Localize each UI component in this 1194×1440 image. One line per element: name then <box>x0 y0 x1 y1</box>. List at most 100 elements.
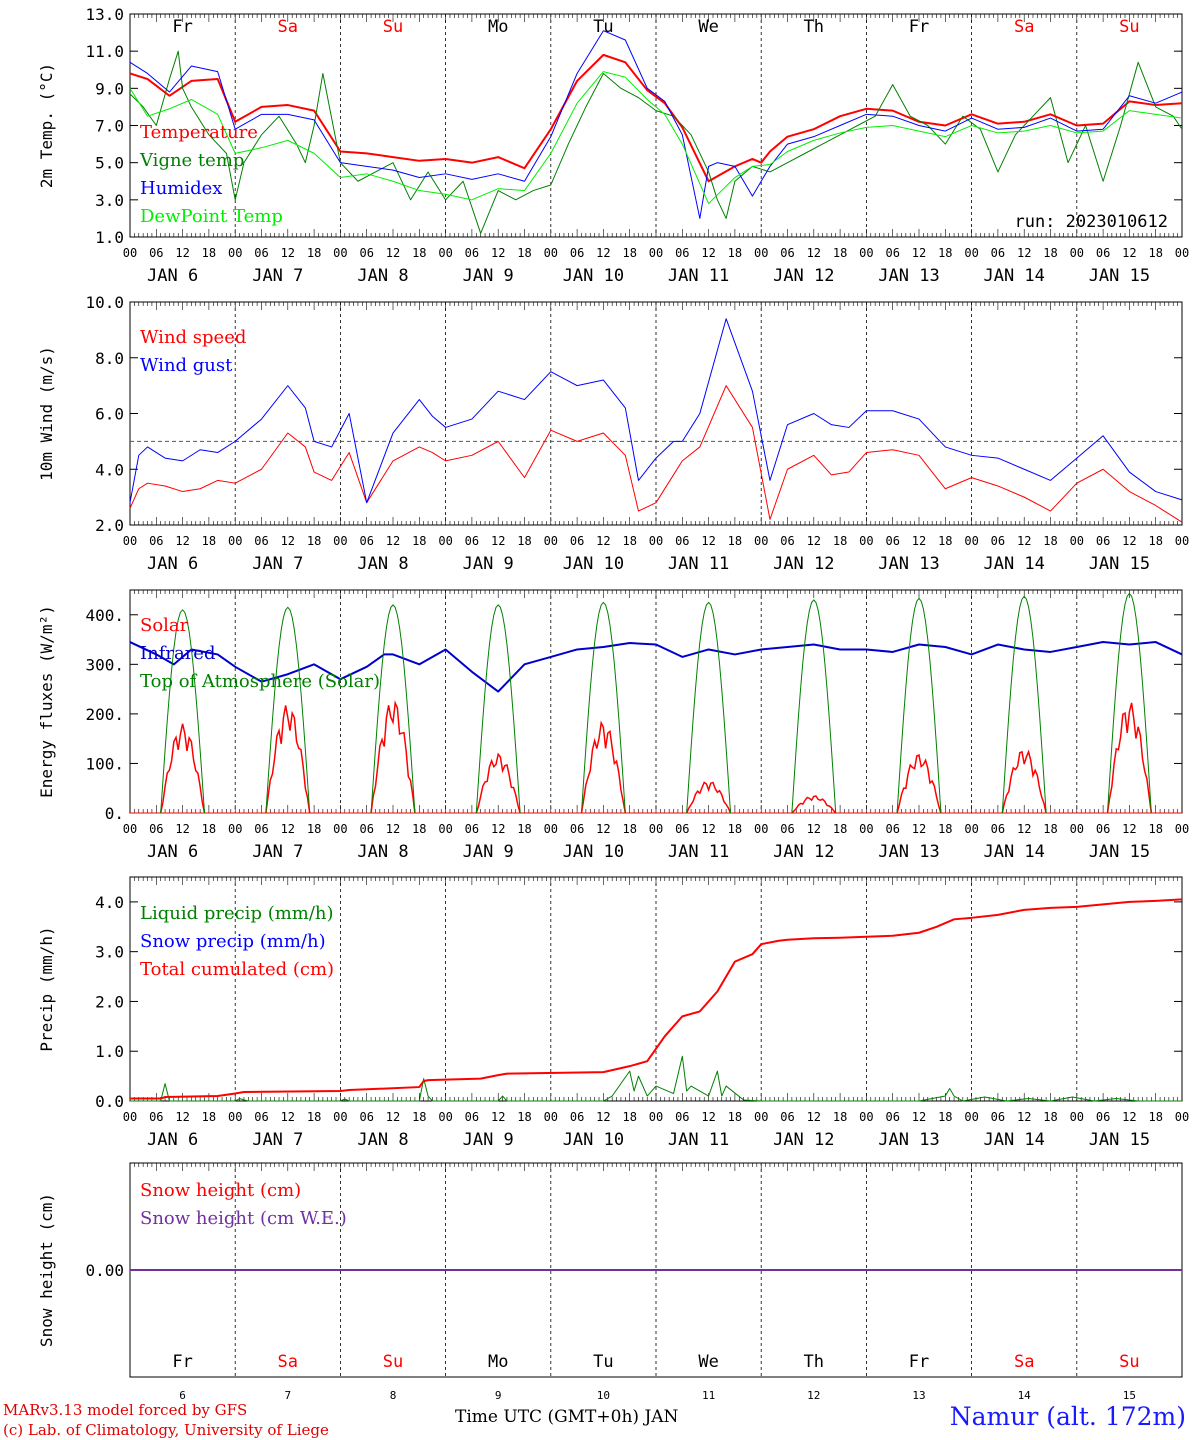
hour-label: 00 <box>649 822 663 836</box>
hour-label: 18 <box>1148 246 1162 260</box>
hour-label: 12 <box>701 534 715 548</box>
station-name: Namur (alt. 172m) <box>949 1402 1186 1431</box>
credit-model: MARv3.13 model forced by GFS <box>3 1401 248 1419</box>
hour-label: 06 <box>254 534 268 548</box>
weekday-label: Mo <box>488 1352 508 1372</box>
solar-day-curve <box>1106 702 1153 814</box>
hour-label: 06 <box>780 534 794 548</box>
hour-label: 12 <box>1122 1110 1136 1124</box>
series-humidex <box>129 30 1183 219</box>
hour-label: 06 <box>465 534 479 548</box>
solar-day-curve <box>370 700 416 814</box>
hour-label: 12 <box>281 822 295 836</box>
hour-label: 00 <box>123 1110 137 1124</box>
hour-label: 00 <box>438 1110 452 1124</box>
hour-label: 06 <box>675 246 689 260</box>
solar-day-curve <box>791 795 837 814</box>
date-label: JAN 13 <box>878 554 939 574</box>
hour-label: 06 <box>359 246 373 260</box>
date-label: JAN 6 <box>147 842 198 862</box>
hour-label: 12 <box>912 534 926 548</box>
y-tick-label: 3.0 <box>95 943 124 962</box>
hour-label: 18 <box>622 246 636 260</box>
legend-entry: Wind speed <box>140 327 246 348</box>
hour-label: 00 <box>438 246 452 260</box>
hour-label: 18 <box>1148 1110 1162 1124</box>
date-label: JAN 10 <box>563 554 624 574</box>
hour-label: 12 <box>386 822 400 836</box>
hour-label: 00 <box>438 534 452 548</box>
y-tick-label: 0. <box>105 804 124 823</box>
y-tick-label: 8.0 <box>95 349 124 368</box>
date-label: JAN 9 <box>463 554 514 574</box>
day-number: 8 <box>390 1389 397 1402</box>
hour-label: 00 <box>123 246 137 260</box>
date-label: JAN 7 <box>252 266 303 286</box>
hour-label: 06 <box>885 246 899 260</box>
credit-lab: (c) Lab. of Climatology, University of L… <box>3 1421 329 1439</box>
date-label: JAN 9 <box>463 266 514 286</box>
panel-wind: 00 06 12 18 00 06 12 18 00 06 12 18 00 06 12 18 00 06 12 18… <box>37 293 1189 574</box>
hour-label: 12 <box>1122 822 1136 836</box>
weekday-label: Fr <box>909 17 929 37</box>
solar-day-curve <box>896 753 942 814</box>
hour-label: 06 <box>1096 246 1110 260</box>
hour-label: 18 <box>938 822 952 836</box>
hour-label: 18 <box>307 1110 321 1124</box>
hour-label: 00 <box>859 246 873 260</box>
hour-label: 18 <box>1043 246 1057 260</box>
hour-label: 12 <box>912 822 926 836</box>
solar-day-curve <box>265 705 311 814</box>
toa-day-curve <box>686 601 732 814</box>
hour-label: 06 <box>991 246 1005 260</box>
legend-entry: Snow height (cm W.E.) <box>140 1208 347 1229</box>
hour-label: 06 <box>570 822 584 836</box>
day-number: 10 <box>597 1389 610 1402</box>
hour-label: 00 <box>544 822 558 836</box>
weekday-label: Su <box>1119 1352 1139 1372</box>
y-tick-label: 9.0 <box>95 79 124 98</box>
date-label: JAN 10 <box>563 1130 624 1150</box>
hour-label: 18 <box>938 534 952 548</box>
hour-label: 00 <box>754 1110 768 1124</box>
legend-entry: DewPoint Temp <box>140 206 283 227</box>
hour-label: 12 <box>281 246 295 260</box>
toa-day-curve <box>265 606 311 814</box>
solar-day-curve <box>1001 749 1047 814</box>
hour-label: 18 <box>202 246 216 260</box>
weekday-label: Fr <box>909 1352 929 1372</box>
hour-label: 06 <box>675 534 689 548</box>
hour-label: 12 <box>1017 822 1031 836</box>
hour-label: 18 <box>517 822 531 836</box>
date-label: JAN 10 <box>563 266 624 286</box>
hour-label: 06 <box>885 822 899 836</box>
hour-label: 18 <box>833 534 847 548</box>
hour-label: 12 <box>386 534 400 548</box>
hour-label: 18 <box>833 822 847 836</box>
wind-ylabel: 10m Wind (m/s) <box>37 346 56 481</box>
hour-label: 00 <box>123 822 137 836</box>
date-label: JAN 6 <box>147 266 198 286</box>
hour-label: 18 <box>412 246 426 260</box>
hour-label: 00 <box>228 1110 242 1124</box>
wind-frame <box>129 301 1183 526</box>
y-tick-label: 7.0 <box>95 117 124 136</box>
hour-label: 06 <box>1096 534 1110 548</box>
weekday-label: We <box>698 17 718 37</box>
weekday-label: Sa <box>278 1352 298 1372</box>
hour-label: 00 <box>333 534 347 548</box>
hour-label: 12 <box>491 1110 505 1124</box>
hour-label: 06 <box>465 822 479 836</box>
date-label: JAN 14 <box>983 554 1044 574</box>
legend-entry: Vigne temp <box>139 150 244 171</box>
hour-label: 18 <box>622 534 636 548</box>
date-label: JAN 6 <box>147 554 198 574</box>
hour-label: 06 <box>675 822 689 836</box>
y-tick-label: 4.0 <box>95 893 124 912</box>
y-tick-label: 10.0 <box>85 293 124 312</box>
hour-label: 00 <box>333 822 347 836</box>
date-label: JAN 12 <box>773 842 834 862</box>
series-infrared <box>129 641 1183 693</box>
panel-precip: 00 06 12 18 00 06 12 18 00 06 12 18 00 06 12 18 00 06 12 18… <box>37 876 1189 1150</box>
hour-label: 12 <box>596 1110 610 1124</box>
